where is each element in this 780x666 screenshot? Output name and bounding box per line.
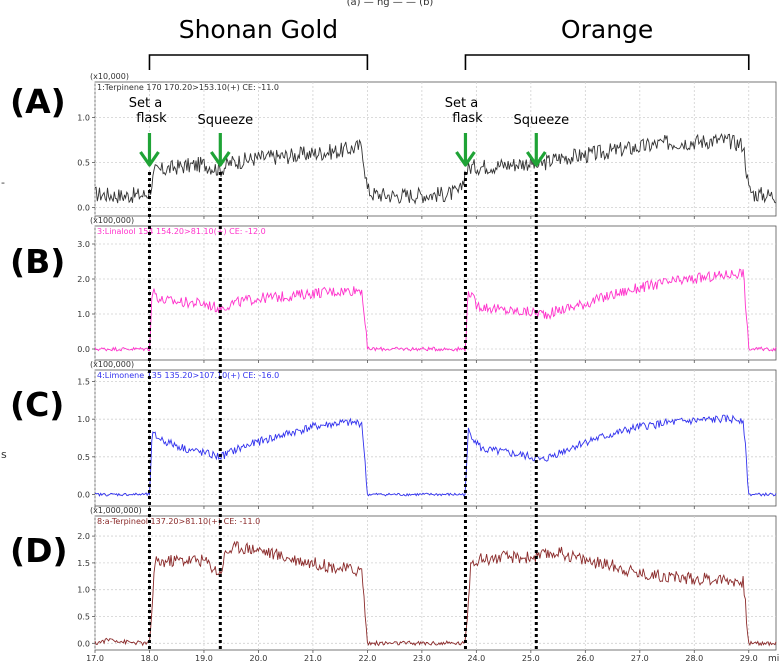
x-tick-label: 20.0 bbox=[250, 654, 268, 663]
annotation-set-flask-2-line1: Set a bbox=[445, 96, 478, 111]
group-bracket-shonan-gold bbox=[148, 54, 369, 70]
green-arrow-icon bbox=[455, 133, 476, 167]
annotation-set-flask-1-line2: flask bbox=[136, 111, 167, 126]
x-tick-label: 23.0 bbox=[413, 654, 431, 663]
y-tick-label: 1.0 bbox=[77, 415, 90, 424]
y-tick-label: 1.5 bbox=[77, 378, 90, 387]
y-tick-label: 1.0 bbox=[77, 586, 90, 595]
panel-letter: (B) bbox=[10, 242, 65, 281]
y-tick-label: 0.0 bbox=[77, 345, 90, 354]
x-tick-label: 24.0 bbox=[467, 654, 485, 663]
x-tick-label: 25.0 bbox=[522, 654, 540, 663]
x-tick-label: 28.0 bbox=[685, 654, 703, 663]
y-tick-label: 0.5 bbox=[77, 453, 90, 462]
panel-b: 0.0 1.0 2.0 3.0 (x100,000) 3:Linalool 154 154… bbox=[10, 216, 777, 363]
trace-label: 4:Limonene 135 135.20>107.10(+) CE: -16.… bbox=[97, 371, 279, 380]
panels-group: 0.0 0.5 1.0 (x10,000) 1:Terpinene 170 170.20… bbox=[10, 72, 777, 663]
panel-letter: (D) bbox=[10, 531, 68, 570]
y-multiplier-label: (x1,000,000) bbox=[90, 506, 142, 515]
plot-frame bbox=[94, 225, 777, 361]
x-tick-label: 27.0 bbox=[631, 654, 649, 663]
x-tick-label: 18.0 bbox=[141, 654, 159, 663]
y-multiplier-label: (x100,000) bbox=[90, 216, 134, 225]
green-arrow-icon bbox=[209, 133, 231, 167]
y-multiplier-label: (x10,000) bbox=[90, 72, 129, 81]
annotation-set-flask-1-line1: Set a bbox=[129, 96, 162, 111]
trace-label: 3:Linalool 154 154.20>81.10(+) CE: -12.0 bbox=[97, 227, 266, 236]
x-tick-label: 19.0 bbox=[195, 654, 213, 663]
annotation-squeeze-1: Squeeze bbox=[198, 113, 254, 128]
trace-line bbox=[94, 132, 777, 205]
y-tick-label: 0.5 bbox=[77, 613, 90, 622]
annotation-squeeze-2: Squeeze bbox=[514, 113, 570, 128]
y-tick-label: 3.0 bbox=[77, 240, 90, 249]
y-tick-label: 0.5 bbox=[77, 159, 90, 168]
green-arrow-icon bbox=[139, 133, 160, 167]
y-tick-label: 1.5 bbox=[77, 559, 90, 568]
y-tick-label: 0.0 bbox=[77, 490, 90, 499]
x-tick-label: 21.0 bbox=[304, 654, 322, 663]
y-tick-label: 2.0 bbox=[77, 275, 90, 284]
group-label-shonan-gold: Shonan Gold bbox=[179, 15, 338, 44]
x-tick-label: 17.0 bbox=[86, 654, 104, 663]
x-tick-label: 29.0 bbox=[740, 654, 758, 663]
plot-frame bbox=[94, 515, 777, 651]
top-caption: (a) — ng — — (b) bbox=[347, 0, 434, 8]
y-tick-label: 1.0 bbox=[77, 114, 90, 123]
y-multiplier-label: (x100,000) bbox=[90, 360, 134, 369]
trace-line bbox=[94, 414, 777, 497]
trace-line bbox=[94, 540, 777, 647]
trace-line bbox=[94, 268, 777, 353]
x-unit-label: mi bbox=[768, 654, 779, 664]
x-tick-label: 22.0 bbox=[358, 654, 376, 663]
trace-label: 8:a-Terpineol 137.20>81.10(+) CE: -11.0 bbox=[97, 517, 260, 526]
annotation-set-flask-2-line2: flask bbox=[452, 111, 483, 126]
plot-frame bbox=[94, 81, 777, 217]
panel-letter: (C) bbox=[10, 385, 64, 424]
y-tick-label: 2.0 bbox=[77, 532, 90, 541]
group-label-orange: Orange bbox=[561, 15, 653, 44]
y-tick-label: 0.0 bbox=[77, 639, 90, 648]
panel-c: 0.0 0.5 1.0 1.5(x100,000) 4:Limonene 135 135… bbox=[10, 360, 777, 509]
trace-label: 1:Terpinene 170 170.20>153.10(+) CE: -11… bbox=[97, 83, 279, 92]
green-arrow-icon bbox=[525, 133, 547, 167]
side-label-mid: s bbox=[1, 448, 7, 461]
y-tick-label: 1.0 bbox=[77, 310, 90, 319]
plot-frame bbox=[94, 369, 777, 507]
panel-d: 17.0 18.0 19.0 20.0 21.0 22.0 23.0 24.0 25.0 26.0… bbox=[10, 506, 777, 663]
x-tick-label: 26.0 bbox=[576, 654, 594, 663]
annotations-group: Set a flask Squeeze Set a flask Squeeze bbox=[129, 96, 569, 128]
panel-letter: (A) bbox=[10, 82, 66, 121]
y-tick-label: 0.0 bbox=[77, 204, 90, 213]
panel-a: 0.0 0.5 1.0 (x10,000) 1:Terpinene 170 170.20… bbox=[10, 72, 777, 219]
side-label-top: - bbox=[1, 176, 5, 189]
group-bracket-orange bbox=[464, 54, 750, 70]
event-markers bbox=[147, 172, 538, 650]
